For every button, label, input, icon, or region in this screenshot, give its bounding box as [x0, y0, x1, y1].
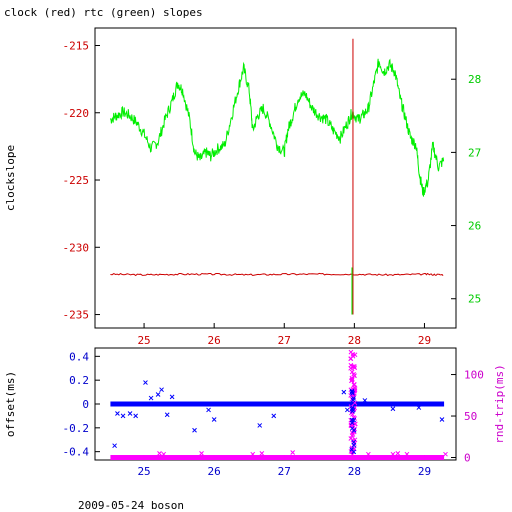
offset-spike-point	[351, 417, 357, 423]
bottom-x-tick-label: 29	[418, 465, 431, 478]
offset-point	[257, 423, 263, 428]
offset-point	[344, 407, 350, 413]
offset-point	[155, 392, 161, 397]
offset-point	[206, 407, 211, 413]
offset-point	[164, 412, 170, 418]
top-y-tick-label-left: -220	[63, 107, 90, 120]
offset-point	[112, 443, 117, 449]
roundtrip-spike-point	[353, 421, 358, 427]
roundtrip-spike-point	[348, 423, 354, 429]
roundtrip-spike-point	[348, 349, 354, 355]
roundtrip-point	[259, 451, 265, 456]
bottom-ylabel-right: rnd-trip(ms)	[493, 364, 506, 443]
offset-point	[362, 398, 368, 403]
offset-point	[211, 417, 217, 422]
roundtrip-spike-point	[352, 400, 358, 406]
bottom-y-tick-label-right: 0	[464, 452, 471, 465]
bottom-panel: offset(ms) rnd-trip(ms) 25 26 27 28 29 0.4 0.2…	[4, 347, 506, 478]
roundtrip-point	[250, 451, 256, 457]
roundtrip-spike-point	[349, 377, 355, 383]
top-plot-frame	[94, 27, 457, 329]
offset-spike-point	[349, 420, 355, 426]
top-panel: clockslope 25 26 27 28 29 -215 -220 -225 -230 -23…	[4, 27, 481, 347]
offset-spike-point	[349, 388, 355, 394]
offset-spike-point	[349, 447, 355, 452]
roundtrip-point	[390, 451, 396, 457]
bottom-x-tick-label: 27	[278, 465, 291, 478]
bottom-x-tick-label: 28	[348, 465, 361, 478]
bottom-y-tick-label-left: 0.2	[69, 374, 89, 387]
offset-baseline-band	[110, 401, 445, 407]
top-y-tick-label-left: -230	[63, 241, 90, 254]
footer-label: 2009-05-24 boson	[78, 499, 184, 512]
offset-spike-point	[349, 389, 355, 395]
roundtrip-point	[366, 451, 371, 457]
offset-point	[416, 405, 422, 410]
roundtrip-point	[157, 451, 162, 456]
offset-point	[127, 411, 133, 416]
top-x-tick-label: 29	[418, 334, 431, 347]
bottom-ylabel-left: offset(ms)	[4, 371, 17, 437]
roundtrip-point	[290, 450, 296, 455]
offset-spike-point	[349, 426, 355, 431]
roundtrip-spike-point	[352, 352, 358, 358]
rtc-slope-series	[109, 58, 445, 197]
top-y-tick-label-right: 27	[468, 146, 481, 159]
bottom-y-tick-label-left: -0.4	[63, 446, 90, 459]
clock-slope-series	[110, 272, 444, 277]
roundtrip-spike-point	[352, 365, 358, 371]
offset-point	[115, 411, 120, 416]
top-x-tick-label: 28	[348, 334, 361, 347]
offset-spike-point	[350, 407, 356, 413]
roundtrip-point	[443, 451, 448, 457]
offset-spike-point	[351, 439, 357, 445]
roundtrip-point	[161, 451, 167, 457]
roundtrip-point	[199, 451, 204, 456]
offset-point	[159, 387, 164, 393]
bottom-x-tick-label: 25	[137, 465, 150, 478]
roundtrip-spike-point	[348, 356, 354, 361]
offset-point	[169, 394, 175, 400]
offset-point	[341, 389, 347, 395]
bottom-y-tick-label-left: -0.2	[63, 422, 90, 435]
top-x-tick-label: 26	[208, 334, 221, 347]
roundtrip-spike-point	[349, 369, 355, 375]
offset-point	[192, 427, 197, 433]
offset-point	[143, 380, 148, 385]
top-y-tick-label-left: -215	[63, 39, 90, 52]
bottom-y-tick-label-right: 100	[464, 369, 484, 382]
offset-point	[271, 413, 277, 419]
offset-spike-point	[350, 397, 356, 403]
offset-point	[120, 413, 126, 419]
top-y-tick-label-left: -225	[63, 174, 90, 187]
bottom-y-tick-label-left: 0	[82, 398, 89, 411]
bottom-y-tick-label-right: 50	[464, 410, 477, 423]
roundtrip-spike-point	[350, 452, 355, 458]
roundtrip-baseline-band	[110, 455, 445, 461]
top-y-tick-label-right: 26	[468, 220, 481, 233]
roundtrip-spike-point	[348, 436, 354, 441]
bottom-y-tick-label-left: 0.4	[69, 350, 89, 363]
offset-point	[439, 417, 445, 422]
offset-point	[390, 406, 396, 412]
roundtrip-spike-point	[352, 382, 357, 387]
offset-point	[148, 395, 154, 401]
roundtrip-spike-point	[352, 437, 358, 443]
top-x-tick-label: 27	[278, 334, 291, 347]
chart-title: clock (red) rtc (green) slopes	[4, 6, 203, 19]
top-ylabel: clockslope	[4, 145, 17, 211]
top-y-tick-label-right: 28	[468, 73, 481, 86]
offset-point	[133, 413, 139, 419]
top-y-tick-label-right: 25	[468, 293, 481, 306]
bottom-x-tick-label: 26	[208, 465, 221, 478]
roundtrip-point	[404, 451, 410, 457]
top-y-tick-label-left: -235	[63, 309, 90, 322]
roundtrip-point	[395, 451, 401, 456]
top-x-tick-label: 25	[137, 334, 150, 347]
